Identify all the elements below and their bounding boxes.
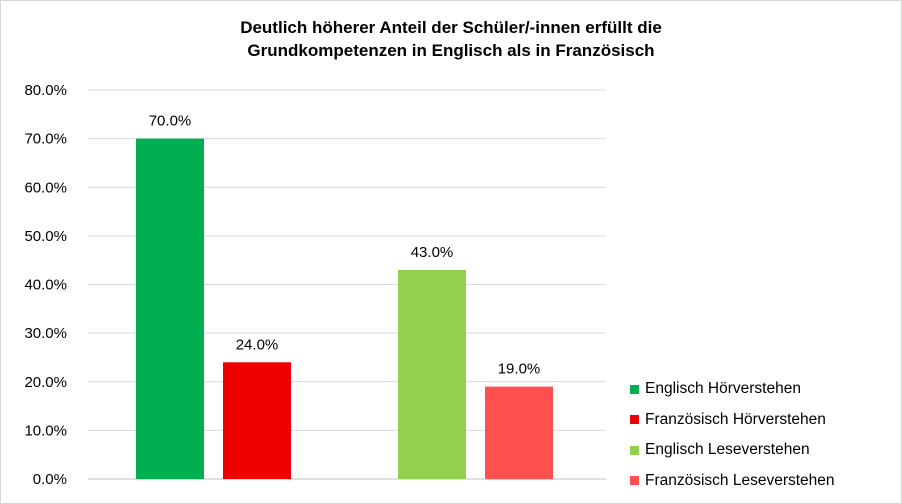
data-label: 43.0%: [411, 244, 454, 261]
chart-title: Deutlich höherer Anteil der Schüler/-inn…: [0, 16, 902, 62]
legend-swatch: [630, 476, 639, 486]
bar: [136, 138, 204, 479]
data-label: 70.0%: [149, 113, 192, 130]
legend-item: Französisch Leseverstehen: [630, 466, 835, 497]
y-tick-label: 40.0%: [24, 277, 67, 294]
legend-item: Englisch Leseverstehen: [630, 435, 835, 466]
y-tick-label: 60.0%: [24, 179, 67, 196]
legend-item: Französisch Hörverstehen: [630, 405, 835, 436]
y-tick-label: 50.0%: [24, 228, 67, 245]
bar: [223, 362, 291, 479]
y-tick-label: 20.0%: [24, 374, 67, 391]
chart-title-line-2: Grundkompetenzen in Englisch als in Fran…: [247, 41, 655, 60]
y-axis-ticks: 0.0% 10.0% 20.0% 30.0% 40.0% 50.0% 60.0% 70.0% 8…: [24, 82, 67, 488]
chart-title-line-1: Deutlich höherer Anteil der Schüler/-inn…: [240, 18, 662, 37]
y-tick-label: 30.0%: [24, 325, 67, 342]
bar: [398, 269, 466, 479]
data-label: 24.0%: [236, 336, 279, 353]
bar: [485, 386, 553, 479]
legend-swatch: [630, 415, 639, 425]
legend-label: Englisch Leseverstehen: [645, 441, 810, 459]
y-tick-label: 70.0%: [24, 131, 67, 148]
y-tick-label: 80.0%: [24, 82, 67, 99]
bars: [136, 138, 553, 479]
data-label: 19.0%: [498, 361, 541, 378]
legend: Englisch Hörverstehen Französisch Hörver…: [630, 374, 835, 496]
y-tick-label: 10.0%: [24, 422, 67, 439]
legend-label: Französisch Leseverstehen: [645, 471, 835, 489]
legend-swatch: [630, 384, 639, 394]
legend-label: Französisch Hörverstehen: [645, 410, 826, 428]
legend-swatch: [630, 445, 639, 455]
data-labels: 70.0% 24.0% 43.0% 19.0%: [149, 113, 541, 378]
y-tick-label: 0.0%: [33, 471, 67, 488]
legend-label: Englisch Hörverstehen: [645, 380, 801, 398]
legend-item: Englisch Hörverstehen: [630, 374, 835, 405]
